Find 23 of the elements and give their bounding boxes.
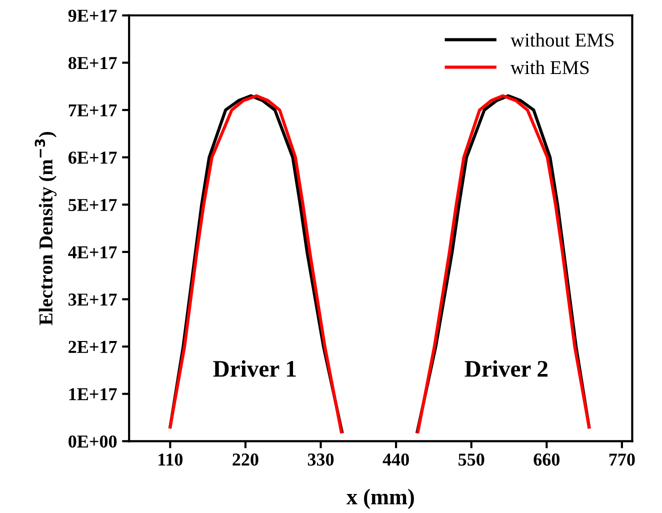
y-tick-label: 0E+00: [68, 435, 117, 448]
x-tick-label: 330: [308, 454, 334, 466]
x-tick-label: 440: [382, 454, 409, 466]
x-tick-label: 220: [232, 454, 258, 466]
annotation: Driver 2: [464, 360, 548, 377]
x-tick-label: 550: [458, 454, 484, 466]
y-tick-label: 2E+17: [68, 340, 117, 353]
y-tick-label: 1E+17: [69, 388, 117, 400]
legend-label: with EMS: [510, 60, 589, 74]
y-tick-label: 4E+17: [68, 246, 117, 258]
x-tick-label: 770: [609, 454, 635, 466]
x-tick-label: 660: [534, 454, 560, 466]
y-tick-label: 6E+17: [68, 152, 117, 164]
y-axis-title: Electron Density (m$^{−3}$): [34, 132, 57, 326]
y-tick-label: 9E+17: [68, 10, 117, 22]
legend-label: without EMS: [510, 33, 614, 47]
y-tick-label: 3E+17: [68, 294, 117, 306]
y-tick-label: 8E+17: [68, 56, 117, 70]
y-tick-label: 5E+17: [68, 198, 117, 212]
y-tick-label: 7E+17: [68, 104, 117, 116]
annotation: Driver 1: [213, 360, 296, 377]
x-axis-title: x (mm): [346, 488, 414, 509]
x-tick-label: 110: [158, 454, 183, 466]
